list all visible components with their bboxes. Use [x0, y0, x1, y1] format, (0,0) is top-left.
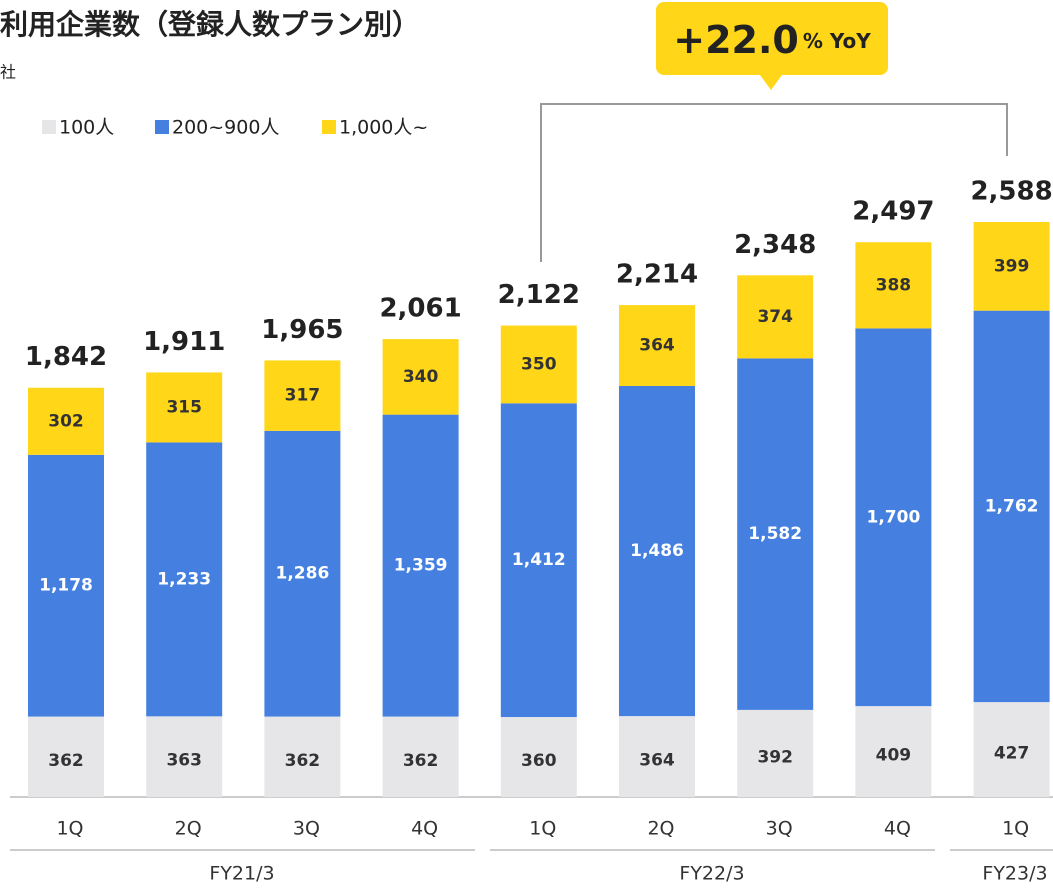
yoy-bracket: [540, 103, 1008, 262]
segment-label: 1,233: [157, 569, 211, 589]
segment-label: 1,762: [985, 496, 1039, 516]
total-label: 2,122: [498, 280, 580, 310]
bar-segment: [382, 339, 459, 415]
bar-segment: [382, 414, 459, 717]
bar-segment: [146, 716, 223, 797]
bar-segment: [619, 385, 695, 717]
bar-segment: [855, 328, 932, 707]
bar-segment: [500, 325, 577, 404]
bar-segment: [737, 275, 814, 359]
segment-label: 1,582: [748, 524, 802, 544]
legend-swatch: [42, 120, 56, 134]
annotation-box: [656, 2, 888, 75]
segment-label: 1,286: [276, 564, 330, 584]
x-tick-label: 1Q: [56, 818, 83, 840]
segment-label: 1,700: [867, 507, 921, 527]
annotation-main: +22.0: [673, 18, 799, 62]
x-tick-label: 1Q: [529, 818, 556, 840]
segment-label: 392: [757, 747, 793, 767]
bar-segment: [500, 717, 577, 797]
bar-segment: [973, 310, 1050, 703]
segment-label: 362: [403, 751, 439, 771]
group-label: FY21/3: [209, 863, 274, 885]
segment-label: 1,359: [394, 556, 448, 576]
chart-title: 利用企業数（登録人数プラン別）: [0, 8, 420, 41]
bar-segment: [146, 442, 223, 717]
legend-label: 200~900人: [172, 117, 279, 139]
legend-label: 100人: [59, 117, 114, 139]
bar-segment: [619, 305, 695, 386]
total-label: 2,061: [379, 294, 461, 324]
x-tick-label: 4Q: [884, 818, 911, 840]
segment-label: 302: [48, 411, 84, 431]
segment-label: 427: [994, 744, 1030, 764]
annotation-suffix: % YoY: [803, 29, 871, 53]
bar-segment: [973, 702, 1050, 797]
unit-label: 社: [0, 63, 16, 82]
segment-label: 1,486: [630, 541, 684, 561]
bar-segment: [28, 454, 104, 717]
bar-segment: [28, 387, 104, 455]
segment-label: 350: [521, 354, 557, 374]
total-label: 2,497: [852, 197, 934, 227]
segment-label: 374: [757, 307, 793, 327]
legend-label: 1,000人~: [339, 117, 428, 139]
x-tick-label: 3Q: [293, 818, 320, 840]
total-label: 2,348: [734, 230, 816, 260]
group-label: FY23/3: [982, 863, 1047, 885]
segment-label: 340: [403, 367, 439, 387]
segment-label: 364: [639, 751, 675, 771]
segment-label: 362: [285, 751, 321, 771]
bar-segment: [264, 716, 341, 797]
bar-segment: [619, 716, 695, 797]
total-label: 2,588: [970, 177, 1052, 207]
bar-segment: [737, 358, 814, 710]
segment-label: 360: [521, 751, 557, 771]
total-label: 1,965: [261, 315, 343, 345]
annotation: +22.0% YoY: [656, 2, 888, 90]
bar-segment: [737, 709, 814, 797]
bar-segment: [264, 360, 341, 431]
x-tick-label: 1Q: [1002, 818, 1029, 840]
bar-segment: [264, 430, 341, 717]
group-label: FY22/3: [679, 863, 744, 885]
segment-label: 388: [876, 275, 912, 295]
bar-segment: [146, 372, 223, 443]
segment-label: 1,178: [39, 576, 93, 596]
bar-segment: [855, 242, 932, 329]
bar-segment: [28, 716, 104, 797]
x-tick-label: 4Q: [411, 818, 438, 840]
segment-label: 362: [48, 751, 84, 771]
bar-segment: [382, 716, 459, 797]
annotation-pointer: [760, 75, 782, 90]
x-tick-label: 2Q: [647, 818, 674, 840]
segment-label: 409: [876, 746, 912, 766]
bar-segment: [500, 403, 577, 718]
legend-swatch: [155, 120, 169, 134]
legend-swatch: [322, 120, 336, 134]
x-tick-label: 3Q: [766, 818, 793, 840]
total-label: 1,911: [143, 327, 225, 357]
x-tick-label: 2Q: [175, 818, 202, 840]
total-label: 1,842: [25, 342, 107, 372]
segment-label: 364: [639, 336, 675, 356]
bar-segment: [973, 222, 1050, 311]
bar-segment: [855, 706, 932, 797]
segment-label: 315: [166, 397, 202, 417]
segment-label: 363: [166, 751, 202, 771]
segment-label: 399: [994, 256, 1030, 276]
annotation-text: +22.0% YoY: [673, 18, 871, 62]
segment-label: 1,412: [512, 550, 566, 570]
segment-label: 317: [285, 386, 321, 406]
total-label: 2,214: [616, 260, 698, 290]
